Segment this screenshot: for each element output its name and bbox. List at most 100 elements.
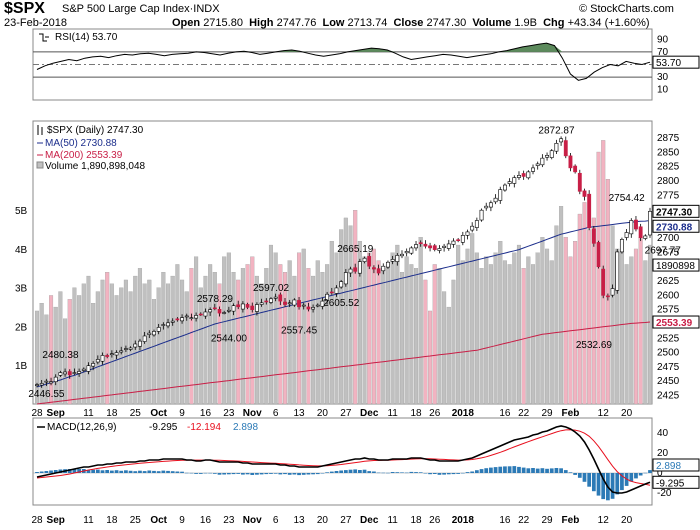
macd-histogram-bar xyxy=(545,468,549,473)
macd-histogram-bar xyxy=(320,473,325,474)
open-value: 2715.80 xyxy=(203,17,243,29)
macd-histogram-bar xyxy=(507,466,512,473)
volume-bar xyxy=(587,229,592,405)
macd-x-label: 11 xyxy=(83,515,94,526)
volume-bar xyxy=(381,268,386,405)
candle-body xyxy=(446,243,451,249)
macd-histogram-bar xyxy=(292,473,297,475)
macd-x-label: 13 xyxy=(293,515,305,526)
macd-histogram-bar xyxy=(278,473,283,475)
macd-histogram-bar xyxy=(479,469,484,473)
candle-body xyxy=(582,190,587,197)
candle-body xyxy=(559,138,564,143)
macd-x-label: 11 xyxy=(387,515,398,526)
candle-body xyxy=(432,245,437,250)
candle-body xyxy=(236,304,241,308)
macd-histogram-bar xyxy=(236,473,241,474)
candle-body xyxy=(138,340,142,347)
volume-bar xyxy=(577,213,582,405)
candle-body xyxy=(184,315,189,318)
macd-histogram-bar xyxy=(531,468,535,473)
candle-body xyxy=(325,293,330,301)
volume-bar xyxy=(161,272,166,405)
macd-x-label: 9 xyxy=(179,515,185,526)
macd-histogram-bar xyxy=(184,472,189,474)
ma200-line xyxy=(36,321,651,405)
macd-histogram-bar xyxy=(180,471,184,473)
volume-bar xyxy=(198,287,203,405)
candle-body xyxy=(44,380,49,383)
candle-body xyxy=(297,300,301,308)
candle-body xyxy=(531,167,535,172)
macd-histogram-bar xyxy=(568,472,573,473)
macd-histogram-bar xyxy=(119,470,124,473)
volume-bar xyxy=(465,248,470,405)
volume-bar xyxy=(236,279,241,405)
candle-body xyxy=(503,184,507,191)
volume-bar xyxy=(460,260,465,405)
candle-body xyxy=(540,157,545,166)
volume-bar xyxy=(142,283,147,405)
volume-bar xyxy=(488,264,493,405)
volume-bar xyxy=(339,229,344,405)
candle-body xyxy=(269,298,273,303)
candle-body xyxy=(273,296,278,299)
candle-body xyxy=(390,259,395,262)
volume-bar xyxy=(91,303,96,405)
volume-bar xyxy=(287,260,292,405)
symbol-title: $SPX xyxy=(4,0,45,17)
candle-body xyxy=(278,294,283,302)
candle-body xyxy=(334,287,339,294)
candle-body xyxy=(180,317,184,322)
macd-histogram-bar xyxy=(105,470,110,473)
quote-summary: Open 2715.80 High 2747.76 Low 2713.74 Cl… xyxy=(172,17,650,29)
macd-histogram-bar xyxy=(521,467,526,473)
price-legend: $SPX (Daily) 2747.30 xyxy=(47,125,144,136)
volume-bar xyxy=(619,241,624,405)
volume-bar xyxy=(442,291,447,405)
price-tick-label: 2425 xyxy=(657,390,680,401)
volume-bar xyxy=(58,291,63,405)
macd-histogram-bar xyxy=(114,470,119,473)
macd-legend-name: MACD(12,26,9) xyxy=(47,422,116,433)
macd-histogram-bar xyxy=(194,473,198,474)
candle-body xyxy=(53,376,58,383)
candle-body xyxy=(418,242,423,244)
macd-histogram-bar xyxy=(418,472,423,473)
macd-x-label: 22 xyxy=(518,515,530,526)
macd-tick-label: 0 xyxy=(657,468,663,479)
volume-tick-label: 1B xyxy=(15,361,28,372)
volume-bar xyxy=(282,272,288,405)
candle-body xyxy=(254,304,259,312)
price-annotation: 2557.45 xyxy=(281,326,318,337)
macd-histogram-bar xyxy=(395,472,400,473)
macd-histogram-bar xyxy=(203,472,208,474)
candle-body xyxy=(591,228,596,244)
candle-body xyxy=(615,251,620,291)
volume-bar xyxy=(240,268,245,405)
candle-body xyxy=(128,347,133,350)
candle-body xyxy=(348,268,353,274)
macd-histogram-bar xyxy=(559,468,563,473)
macd-histogram-bar xyxy=(142,471,147,473)
price-legend-icon xyxy=(37,125,43,135)
candle-body xyxy=(596,242,601,268)
volume-bar xyxy=(638,237,643,405)
volume-bar xyxy=(545,248,550,405)
candle-body xyxy=(35,384,39,387)
candle-body xyxy=(442,245,447,248)
candle-body xyxy=(320,300,325,307)
last-ma200: 2553.39 xyxy=(656,318,693,329)
volume-bar xyxy=(474,252,479,405)
candle-body xyxy=(86,365,91,372)
candle-body xyxy=(114,352,119,356)
candle-body xyxy=(437,248,442,251)
macd-histogram-bar xyxy=(161,470,166,473)
candle-body xyxy=(605,295,610,298)
macd-histogram-bar xyxy=(67,469,72,473)
price-x-label: 18 xyxy=(106,408,118,419)
volume-bar xyxy=(44,314,49,405)
volume-bar xyxy=(254,275,259,405)
macd-signal-line xyxy=(36,429,651,486)
macd-histogram-bar xyxy=(138,470,142,473)
